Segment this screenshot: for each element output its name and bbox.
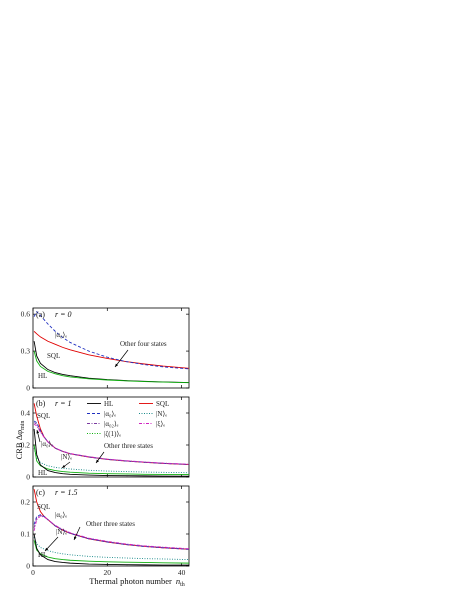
annotation-arrowhead	[74, 536, 77, 540]
y-axis-title: CRB Δφmin	[14, 421, 26, 460]
legend-label: |N⟩ₑ	[156, 410, 167, 418]
legend-label: SQL	[156, 400, 169, 408]
annotation-arrowhead	[45, 547, 49, 551]
y-tick-label: 0	[26, 384, 30, 393]
legend-label: |ζ(1)⟩ₑ	[104, 430, 121, 438]
y-tick-label: 0.6	[21, 310, 31, 319]
annotation-arrowhead	[96, 459, 99, 463]
panel-label: (c)	[36, 488, 45, 497]
annotation: SQL	[37, 412, 50, 420]
panel-c: 0 0.1 0.2 0 20 40 (c) r = 1.5 SQL |α₀⟩ₑ |N⟩ₑ Other …	[21, 485, 190, 577]
x-tick-label: 0	[31, 568, 35, 577]
panel-parameter: r = 0	[55, 310, 72, 319]
annotation: SQL	[37, 503, 50, 511]
x-tick-label: 40	[178, 568, 186, 577]
panel-label: (a)	[36, 310, 45, 319]
y-tick-label: 0.2	[21, 498, 31, 507]
series-line-other-four-states	[33, 350, 189, 384]
panel-parameter: r = 1	[55, 399, 72, 408]
plot-frame	[32, 485, 190, 567]
panel-b: 0 0.2 0.4 (b) r = 1 SQL |α₀⟩ₑ |N⟩ₑ Other three s…	[21, 396, 190, 482]
series-group	[33, 489, 189, 566]
legend-label: |α₀⟩ₑ	[104, 410, 116, 418]
plot-frame	[32, 307, 190, 389]
legend-label: |ξ⟩ₑ	[156, 420, 165, 428]
plot-frame	[32, 396, 190, 478]
x-axis-title: Thermal photon number nth	[89, 576, 185, 588]
panels: 0 0.3 0.6 (a) r = 0 |α₀⟩ₑ SQL HL Other four stat…	[21, 307, 190, 577]
y-tick-label: 0.1	[21, 530, 31, 539]
series-line-n	[33, 448, 189, 474]
panel-parameter: r = 1.5	[55, 488, 78, 497]
panel-label: (b)	[36, 399, 46, 408]
annotation-arrow	[114, 349, 129, 368]
series-line-n	[33, 537, 189, 561]
annotation-arrowhead	[36, 430, 40, 434]
x-tick-label: 20	[104, 568, 112, 577]
series-group	[33, 310, 189, 384]
annotation: |α₀⟩ₑ	[41, 440, 53, 448]
y-tick-label: 0.3	[21, 347, 31, 356]
annotation: |α₀⟩ₑ	[55, 331, 67, 339]
annotation: Other three states	[86, 520, 135, 528]
legend-label: |α₀₂⟩ₑ	[104, 420, 119, 428]
annotation: HL	[38, 469, 47, 477]
series-line-hl	[33, 428, 189, 477]
series-line-1	[33, 540, 189, 564]
series-line-1	[33, 444, 189, 476]
series-line-	[33, 515, 189, 550]
series-group	[33, 403, 189, 477]
annotation: SQL	[47, 352, 60, 360]
legend: HL SQL |α₀⟩ₑ |N⟩ₑ |α₀₂⟩ₑ |ξ⟩ₑ |ζ(1)⟩ₑ	[87, 400, 169, 438]
annotation-arrowhead	[115, 363, 119, 367]
series-line-	[33, 423, 189, 465]
series-line-	[33, 310, 189, 370]
annotation: |N⟩ₑ	[61, 453, 72, 461]
panel-a: 0 0.3 0.6 (a) r = 0 |α₀⟩ₑ SQL HL Other four stat…	[21, 307, 190, 393]
series-line-sql	[33, 331, 189, 369]
annotation: |N⟩ₑ	[56, 528, 67, 536]
legend-label: HL	[104, 400, 113, 408]
annotation: HL	[38, 551, 47, 559]
annotation-arrowhead	[62, 464, 66, 468]
series-line-hl	[33, 533, 189, 566]
static-text: CRB Δφmin Thermal photon number nth	[14, 421, 185, 588]
annotation: |α₀⟩ₑ	[55, 511, 67, 519]
y-tick-label: 0	[26, 562, 30, 571]
y-tick-label: 0	[26, 473, 30, 482]
y-tick-label: 0.4	[21, 409, 31, 418]
annotation: Other four states	[120, 340, 167, 348]
y-tick-label: 0.2	[21, 441, 31, 450]
annotation: Other three states	[104, 442, 153, 450]
annotation: HL	[38, 372, 47, 380]
